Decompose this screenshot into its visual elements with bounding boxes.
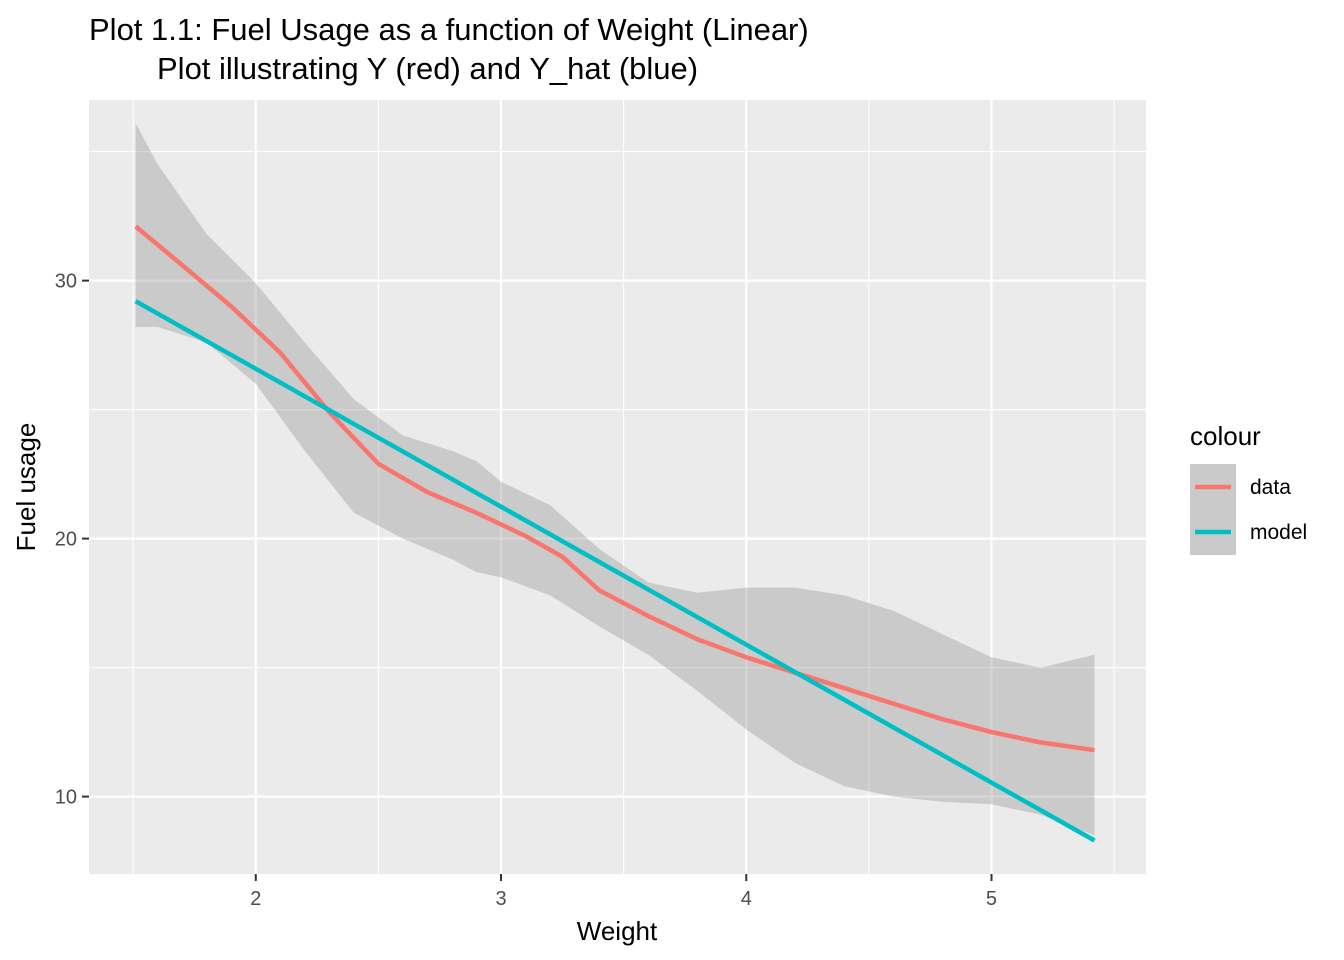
plot-panel — [89, 100, 1146, 874]
grid-major — [89, 100, 1146, 874]
y-tick-label: 10 — [55, 787, 77, 809]
x-axis-label: Weight — [577, 916, 658, 946]
y-tick-label: 30 — [55, 271, 77, 293]
legend-title: colour — [1190, 421, 1261, 451]
series-line-data — [134, 224, 1095, 753]
series-line-model — [134, 299, 1096, 843]
x-tick-label: 4 — [741, 888, 752, 910]
axis-ticks: 2 3 4 5 10 20 30 — [55, 271, 997, 910]
grid-minor — [89, 100, 1146, 874]
series-lines-layer — [134, 224, 1096, 843]
x-tick-label: 3 — [495, 888, 506, 910]
x-tick-label: 2 — [250, 888, 261, 910]
confidence-band-layer — [135, 123, 1095, 836]
y-tick-label: 20 — [55, 529, 77, 551]
legend-label-model: model — [1250, 521, 1307, 544]
legend-keys: data model — [1190, 464, 1307, 555]
legend: colour data model — [1190, 421, 1307, 555]
y-axis-label: Fuel usage — [11, 423, 41, 552]
legend-label-data: data — [1250, 476, 1291, 499]
confidence-band — [135, 123, 1095, 836]
x-tick-label: 5 — [986, 888, 997, 910]
chart-title: Plot 1.1: Fuel Usage as a function of We… — [89, 12, 809, 47]
chart-subtitle: Plot illustrating Y (red) and Y_hat (blu… — [157, 51, 698, 86]
